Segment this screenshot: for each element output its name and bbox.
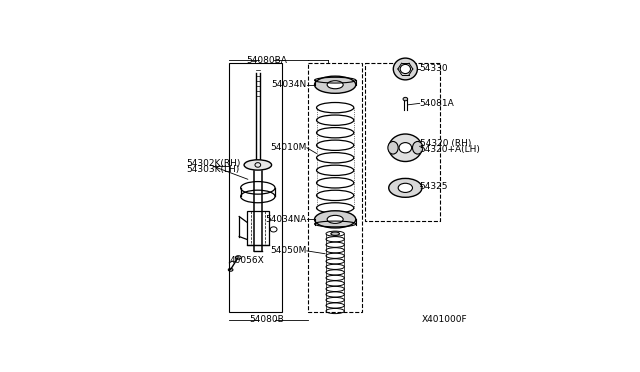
Ellipse shape [400, 64, 410, 74]
Bar [247, 211, 269, 245]
Ellipse shape [314, 211, 356, 228]
Ellipse shape [388, 134, 422, 161]
Text: 54034N: 54034N [271, 80, 307, 89]
Text: 54303K(LH): 54303K(LH) [186, 165, 239, 174]
Ellipse shape [388, 179, 422, 197]
Text: X401000F: X401000F [421, 315, 467, 324]
Text: 54081A: 54081A [420, 99, 454, 108]
Text: 54010M: 54010M [271, 143, 307, 152]
Ellipse shape [399, 142, 412, 153]
Bar [365, 63, 440, 221]
Bar [308, 63, 362, 312]
Ellipse shape [413, 141, 423, 154]
Ellipse shape [403, 97, 408, 101]
Text: 54320+A(LH): 54320+A(LH) [420, 145, 481, 154]
Text: 54330: 54330 [420, 64, 448, 74]
Text: 54034NA: 54034NA [266, 215, 307, 224]
Text: 54325: 54325 [420, 182, 448, 191]
Text: 54302K(RH): 54302K(RH) [186, 159, 241, 168]
Text: 54080B: 54080B [249, 315, 284, 324]
Text: 40056X: 40056X [229, 256, 264, 265]
Ellipse shape [244, 160, 271, 170]
Bar [229, 63, 282, 312]
Text: 54320 (RH): 54320 (RH) [420, 139, 471, 148]
Text: 54050M: 54050M [271, 246, 307, 255]
Ellipse shape [331, 232, 339, 235]
Ellipse shape [388, 141, 398, 154]
Ellipse shape [327, 215, 343, 223]
Ellipse shape [398, 183, 413, 192]
Ellipse shape [314, 76, 356, 93]
Ellipse shape [327, 81, 343, 89]
Ellipse shape [394, 58, 417, 80]
Text: 54080BA: 54080BA [246, 56, 287, 65]
